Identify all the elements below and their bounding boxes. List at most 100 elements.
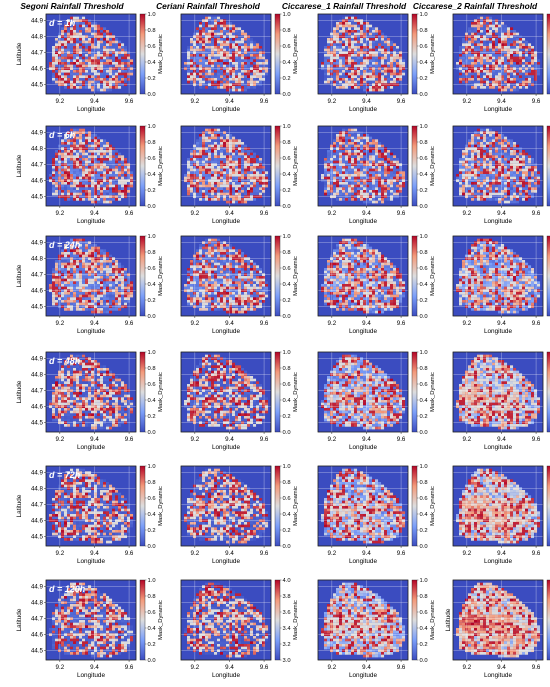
heatmap-cell (73, 43, 77, 47)
heatmap-cell (354, 187, 358, 191)
heatmap-cell (226, 88, 230, 92)
heatmap-cell (202, 86, 206, 89)
heatmap-cell (202, 166, 206, 169)
heatmap-cell (363, 27, 367, 31)
heatmap-cell (336, 46, 340, 49)
heatmap-cell (205, 174, 209, 177)
heatmap-cell (363, 62, 367, 65)
heatmap-cell (208, 142, 212, 145)
heatmap-cell (235, 35, 239, 39)
heatmap-cell (486, 30, 490, 33)
heatmap-cell (471, 163, 475, 167)
heatmap-cell (330, 78, 334, 81)
heatmap-cell (504, 198, 508, 201)
heatmap-cell (121, 168, 125, 172)
heatmap-cell (486, 16, 490, 20)
heatmap-cell (229, 147, 233, 151)
heatmap-cell (489, 166, 493, 169)
heatmap-cell (510, 192, 514, 196)
heatmap-cell (196, 192, 200, 196)
heatmap-cell (229, 190, 233, 193)
heatmap-cell (70, 75, 74, 79)
heatmap-cell (351, 67, 355, 71)
heatmap-cell (241, 150, 245, 153)
heatmap-cell (193, 70, 197, 73)
heatmap-cell (73, 59, 77, 63)
heatmap-cell (73, 62, 77, 65)
heatmap-cell (336, 72, 340, 76)
heatmap-cell (333, 158, 337, 161)
heatmap-cell (501, 32, 505, 36)
heatmap-cell (244, 198, 248, 201)
heatmap-cell (190, 70, 194, 73)
heatmap-cell (208, 59, 212, 63)
heatmap-cell (396, 80, 400, 84)
heatmap-cell (378, 182, 382, 185)
heatmap-cell (366, 75, 370, 79)
heatmap-cell (381, 195, 385, 199)
heatmap-cell (73, 128, 77, 132)
heatmap-cell (366, 200, 370, 204)
heatmap-cell (247, 176, 251, 180)
heatmap-cell (474, 83, 478, 87)
heatmap-cell (387, 86, 391, 89)
heatmap-cell (76, 80, 80, 84)
heatmap-cell (232, 24, 236, 28)
heatmap-cell (468, 158, 472, 161)
heatmap-cell (375, 80, 379, 84)
heatmap-cell (474, 80, 478, 84)
heatmap-cell (516, 150, 520, 153)
heatmap-cell (375, 171, 379, 175)
heatmap-cell (333, 174, 337, 177)
heatmap-cell (118, 78, 122, 81)
heatmap-cell (519, 182, 523, 185)
heatmap-cell (235, 62, 239, 65)
heatmap-cell (235, 59, 239, 63)
heatmap-cell (363, 174, 367, 177)
heatmap-cell (387, 195, 391, 199)
heatmap-cell (348, 40, 352, 44)
heatmap-cell (525, 163, 529, 167)
heatmap-cell (76, 190, 80, 193)
heatmap-cell (250, 190, 254, 193)
heatmap-cell (205, 56, 209, 60)
heatmap-cell (76, 32, 80, 36)
heatmap-cell (384, 176, 388, 180)
heatmap-cell (339, 86, 343, 89)
heatmap-cell (196, 190, 200, 193)
heatmap-cell (70, 86, 74, 89)
heatmap-cell (253, 158, 257, 161)
heatmap-cell (58, 144, 62, 148)
x-tick-label: 9.2 (328, 98, 337, 105)
heatmap-cell (235, 152, 239, 156)
heatmap-cell (88, 136, 92, 140)
heatmap-cell (229, 168, 233, 172)
heatmap-cell (498, 147, 502, 151)
heatmap-cell (480, 22, 484, 25)
heatmap-cell (226, 195, 230, 199)
heatmap-cell (202, 144, 206, 148)
heatmap-cell (384, 86, 388, 89)
heatmap-cell (205, 134, 209, 137)
heatmap-cell (513, 200, 517, 204)
heatmap-cell (360, 163, 364, 167)
heatmap-cell (501, 70, 505, 73)
heatmap-cell (372, 192, 376, 196)
heatmap-cell (486, 67, 490, 71)
heatmap-cell (516, 64, 520, 68)
heatmap-cell (94, 56, 98, 60)
panel: 9.2 9.4 9.6Longitude44.544.644.744.844.9La… (16, 12, 164, 113)
heatmap-cell (229, 70, 233, 73)
heatmap-cell (109, 35, 113, 39)
heatmap-cell (100, 166, 104, 169)
heatmap-cell (468, 78, 472, 81)
heatmap-cell (223, 179, 227, 183)
heatmap-cell (214, 54, 218, 57)
heatmap-cell (477, 158, 481, 161)
heatmap-cell (247, 40, 251, 44)
heatmap-cell (387, 176, 391, 180)
heatmap-cell (82, 190, 86, 193)
heatmap-cell (324, 168, 328, 172)
heatmap-cell (91, 144, 95, 148)
heatmap-cell (327, 152, 331, 156)
